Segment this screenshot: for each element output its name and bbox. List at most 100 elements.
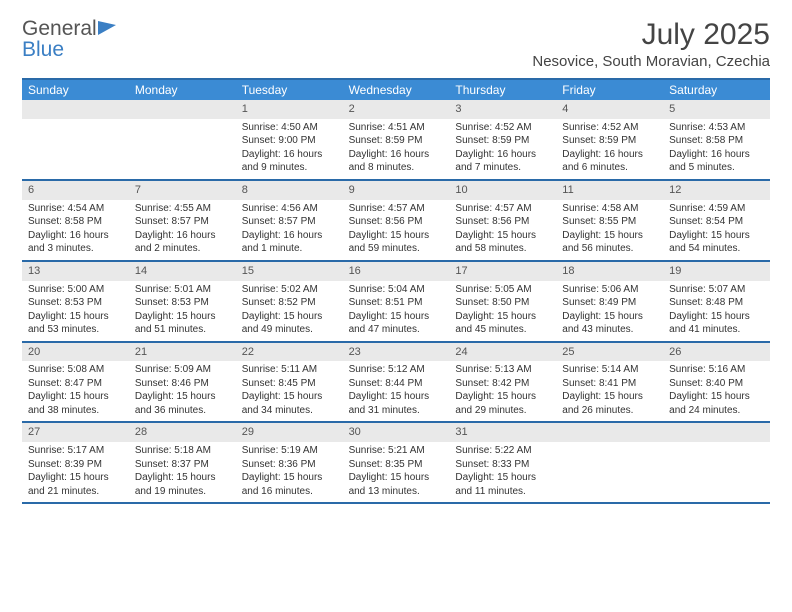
day-number: 21: [129, 343, 236, 362]
calendar-cell: 27Sunrise: 5:17 AMSunset: 8:39 PMDayligh…: [22, 423, 129, 502]
daylight-text: Daylight: 15 hours and 56 minutes.: [562, 229, 657, 256]
daylight-text: Daylight: 15 hours and 36 minutes.: [135, 390, 230, 417]
day-details: Sunrise: 5:13 AMSunset: 8:42 PMDaylight:…: [449, 361, 556, 421]
calendar-cell: 17Sunrise: 5:05 AMSunset: 8:50 PMDayligh…: [449, 262, 556, 341]
day-details: Sunrise: 5:16 AMSunset: 8:40 PMDaylight:…: [663, 361, 770, 421]
calendar-cell: 22Sunrise: 5:11 AMSunset: 8:45 PMDayligh…: [236, 343, 343, 422]
calendar-cell: 25Sunrise: 5:14 AMSunset: 8:41 PMDayligh…: [556, 343, 663, 422]
sunset-text: Sunset: 8:58 PM: [669, 134, 764, 148]
daylight-text: Daylight: 15 hours and 16 minutes.: [242, 471, 337, 498]
day-header: Saturday: [663, 80, 770, 100]
day-header: Thursday: [449, 80, 556, 100]
day-details: Sunrise: 5:00 AMSunset: 8:53 PMDaylight:…: [22, 281, 129, 341]
sunset-text: Sunset: 8:41 PM: [562, 377, 657, 391]
daylight-text: Daylight: 16 hours and 6 minutes.: [562, 148, 657, 175]
day-details: Sunrise: 5:19 AMSunset: 8:36 PMDaylight:…: [236, 442, 343, 502]
day-number: 7: [129, 181, 236, 200]
daylight-text: Daylight: 15 hours and 31 minutes.: [349, 390, 444, 417]
sunrise-text: Sunrise: 5:02 AM: [242, 283, 337, 297]
day-number: 26: [663, 343, 770, 362]
calendar-cell: 24Sunrise: 5:13 AMSunset: 8:42 PMDayligh…: [449, 343, 556, 422]
calendar-cell: 8Sunrise: 4:56 AMSunset: 8:57 PMDaylight…: [236, 181, 343, 260]
sunrise-text: Sunrise: 4:57 AM: [455, 202, 550, 216]
day-number: 2: [343, 100, 450, 119]
daylight-text: Daylight: 15 hours and 49 minutes.: [242, 310, 337, 337]
day-details: Sunrise: 5:05 AMSunset: 8:50 PMDaylight:…: [449, 281, 556, 341]
week-row: 1Sunrise: 4:50 AMSunset: 9:00 PMDaylight…: [22, 100, 770, 181]
day-number: 8: [236, 181, 343, 200]
day-number: 3: [449, 100, 556, 119]
sunrise-text: Sunrise: 5:18 AM: [135, 444, 230, 458]
calendar-cell: 30Sunrise: 5:21 AMSunset: 8:35 PMDayligh…: [343, 423, 450, 502]
daylight-text: Daylight: 15 hours and 41 minutes.: [669, 310, 764, 337]
sunrise-text: Sunrise: 4:58 AM: [562, 202, 657, 216]
sunrise-text: Sunrise: 5:21 AM: [349, 444, 444, 458]
logo: General Blue: [22, 18, 116, 60]
calendar-cell: [22, 100, 129, 179]
calendar-cell: 12Sunrise: 4:59 AMSunset: 8:54 PMDayligh…: [663, 181, 770, 260]
calendar-cell: 1Sunrise: 4:50 AMSunset: 9:00 PMDaylight…: [236, 100, 343, 179]
day-number: 6: [22, 181, 129, 200]
day-number: [22, 100, 129, 119]
day-details: Sunrise: 5:14 AMSunset: 8:41 PMDaylight:…: [556, 361, 663, 421]
day-details: Sunrise: 4:57 AMSunset: 8:56 PMDaylight:…: [343, 200, 450, 260]
daylight-text: Daylight: 16 hours and 2 minutes.: [135, 229, 230, 256]
day-header: Wednesday: [343, 80, 450, 100]
calendar-cell: 26Sunrise: 5:16 AMSunset: 8:40 PMDayligh…: [663, 343, 770, 422]
day-number: 18: [556, 262, 663, 281]
daylight-text: Daylight: 16 hours and 5 minutes.: [669, 148, 764, 175]
daylight-text: Daylight: 15 hours and 26 minutes.: [562, 390, 657, 417]
sunrise-text: Sunrise: 5:17 AM: [28, 444, 123, 458]
calendar-cell: 16Sunrise: 5:04 AMSunset: 8:51 PMDayligh…: [343, 262, 450, 341]
header: General Blue July 2025 Nesovice, South M…: [22, 18, 770, 70]
day-number: 14: [129, 262, 236, 281]
day-number: 27: [22, 423, 129, 442]
sunrise-text: Sunrise: 4:54 AM: [28, 202, 123, 216]
sunset-text: Sunset: 8:56 PM: [455, 215, 550, 229]
sunrise-text: Sunrise: 5:06 AM: [562, 283, 657, 297]
sunset-text: Sunset: 8:45 PM: [242, 377, 337, 391]
day-header: Sunday: [22, 80, 129, 100]
daylight-text: Daylight: 15 hours and 54 minutes.: [669, 229, 764, 256]
sunrise-text: Sunrise: 5:19 AM: [242, 444, 337, 458]
calendar-cell: 18Sunrise: 5:06 AMSunset: 8:49 PMDayligh…: [556, 262, 663, 341]
calendar-cell: [663, 423, 770, 502]
sunrise-text: Sunrise: 4:52 AM: [455, 121, 550, 135]
sunset-text: Sunset: 8:39 PM: [28, 458, 123, 472]
day-number: 11: [556, 181, 663, 200]
logo-text-2: Blue: [22, 38, 64, 61]
sunrise-text: Sunrise: 5:01 AM: [135, 283, 230, 297]
day-number: 22: [236, 343, 343, 362]
sunset-text: Sunset: 8:40 PM: [669, 377, 764, 391]
daylight-text: Daylight: 15 hours and 45 minutes.: [455, 310, 550, 337]
day-number: 19: [663, 262, 770, 281]
sunset-text: Sunset: 8:48 PM: [669, 296, 764, 310]
sunset-text: Sunset: 8:51 PM: [349, 296, 444, 310]
day-number: 13: [22, 262, 129, 281]
sunrise-text: Sunrise: 4:56 AM: [242, 202, 337, 216]
day-details: Sunrise: 5:22 AMSunset: 8:33 PMDaylight:…: [449, 442, 556, 502]
sunset-text: Sunset: 8:54 PM: [669, 215, 764, 229]
week-row: 13Sunrise: 5:00 AMSunset: 8:53 PMDayligh…: [22, 262, 770, 343]
day-details: Sunrise: 4:52 AMSunset: 8:59 PMDaylight:…: [449, 119, 556, 179]
sunset-text: Sunset: 8:46 PM: [135, 377, 230, 391]
day-details: Sunrise: 4:55 AMSunset: 8:57 PMDaylight:…: [129, 200, 236, 260]
day-details: Sunrise: 4:58 AMSunset: 8:55 PMDaylight:…: [556, 200, 663, 260]
sunset-text: Sunset: 8:47 PM: [28, 377, 123, 391]
sunset-text: Sunset: 8:57 PM: [135, 215, 230, 229]
week-row: 6Sunrise: 4:54 AMSunset: 8:58 PMDaylight…: [22, 181, 770, 262]
calendar-cell: [556, 423, 663, 502]
daylight-text: Daylight: 15 hours and 59 minutes.: [349, 229, 444, 256]
daylight-text: Daylight: 16 hours and 7 minutes.: [455, 148, 550, 175]
day-details: Sunrise: 5:04 AMSunset: 8:51 PMDaylight:…: [343, 281, 450, 341]
sunset-text: Sunset: 8:49 PM: [562, 296, 657, 310]
day-number: 12: [663, 181, 770, 200]
sunrise-text: Sunrise: 5:04 AM: [349, 283, 444, 297]
sunset-text: Sunset: 8:59 PM: [349, 134, 444, 148]
day-number: 20: [22, 343, 129, 362]
day-number: 4: [556, 100, 663, 119]
sunrise-text: Sunrise: 4:53 AM: [669, 121, 764, 135]
day-number: 1: [236, 100, 343, 119]
day-details: Sunrise: 5:21 AMSunset: 8:35 PMDaylight:…: [343, 442, 450, 502]
day-number: 23: [343, 343, 450, 362]
